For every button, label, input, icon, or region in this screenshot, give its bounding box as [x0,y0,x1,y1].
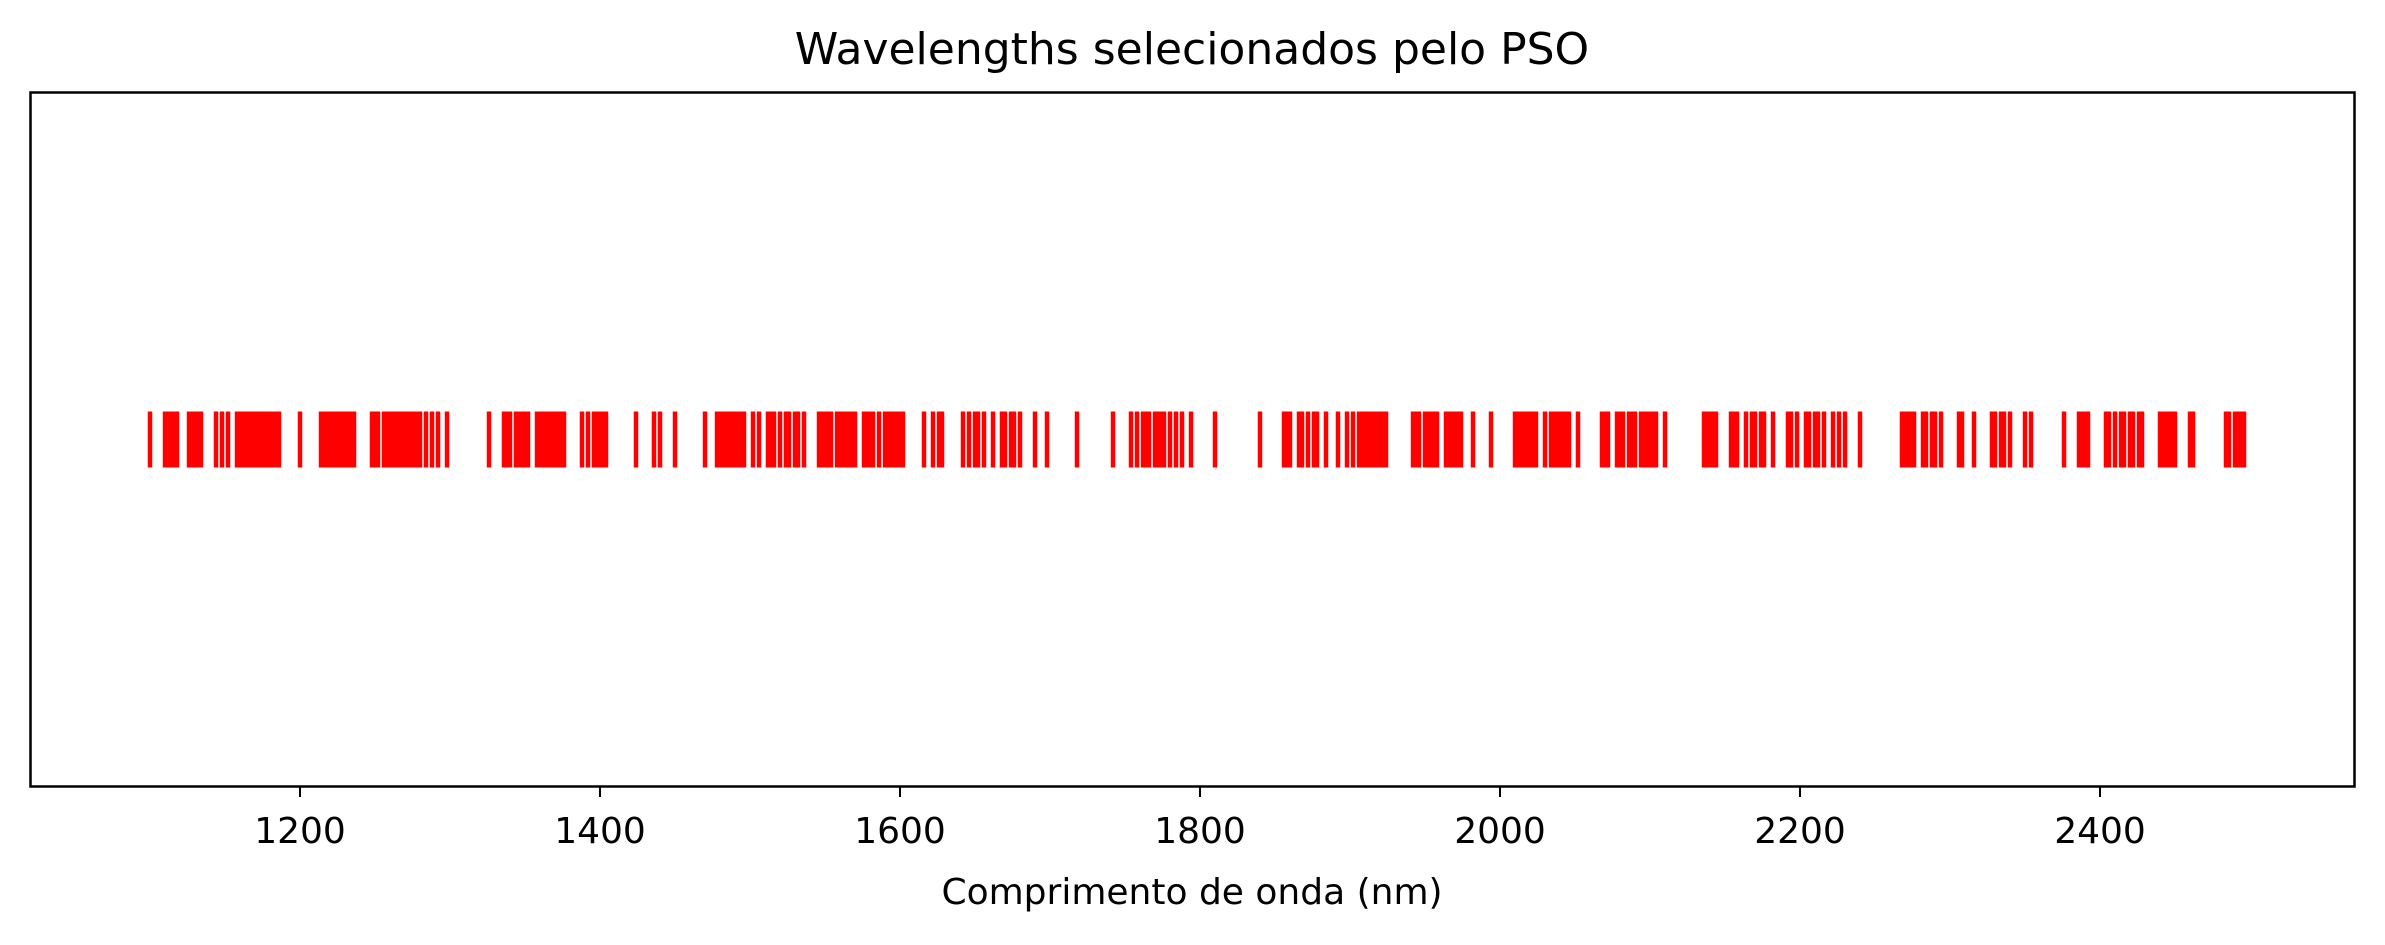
x-tick-label: 1800 [1154,811,1246,852]
x-tick-label: 2400 [2054,811,2146,852]
event-marks [147,411,2247,468]
x-axis-ticks: 1200 1400 1600 1800 2000 2200 2400 [254,787,2146,852]
x-tick-label: 2200 [1754,811,1846,852]
x-tick-label: 1400 [554,811,646,852]
x-tick-label: 2000 [1454,811,1546,852]
plot-area-frame [29,91,2356,788]
x-tick-label: 1600 [854,811,946,852]
x-axis-label: Comprimento de onda (nm) [941,872,1442,913]
x-tick-label: 1200 [254,811,346,852]
chart-title: Wavelengths selecionados pelo PSO [795,24,1589,75]
